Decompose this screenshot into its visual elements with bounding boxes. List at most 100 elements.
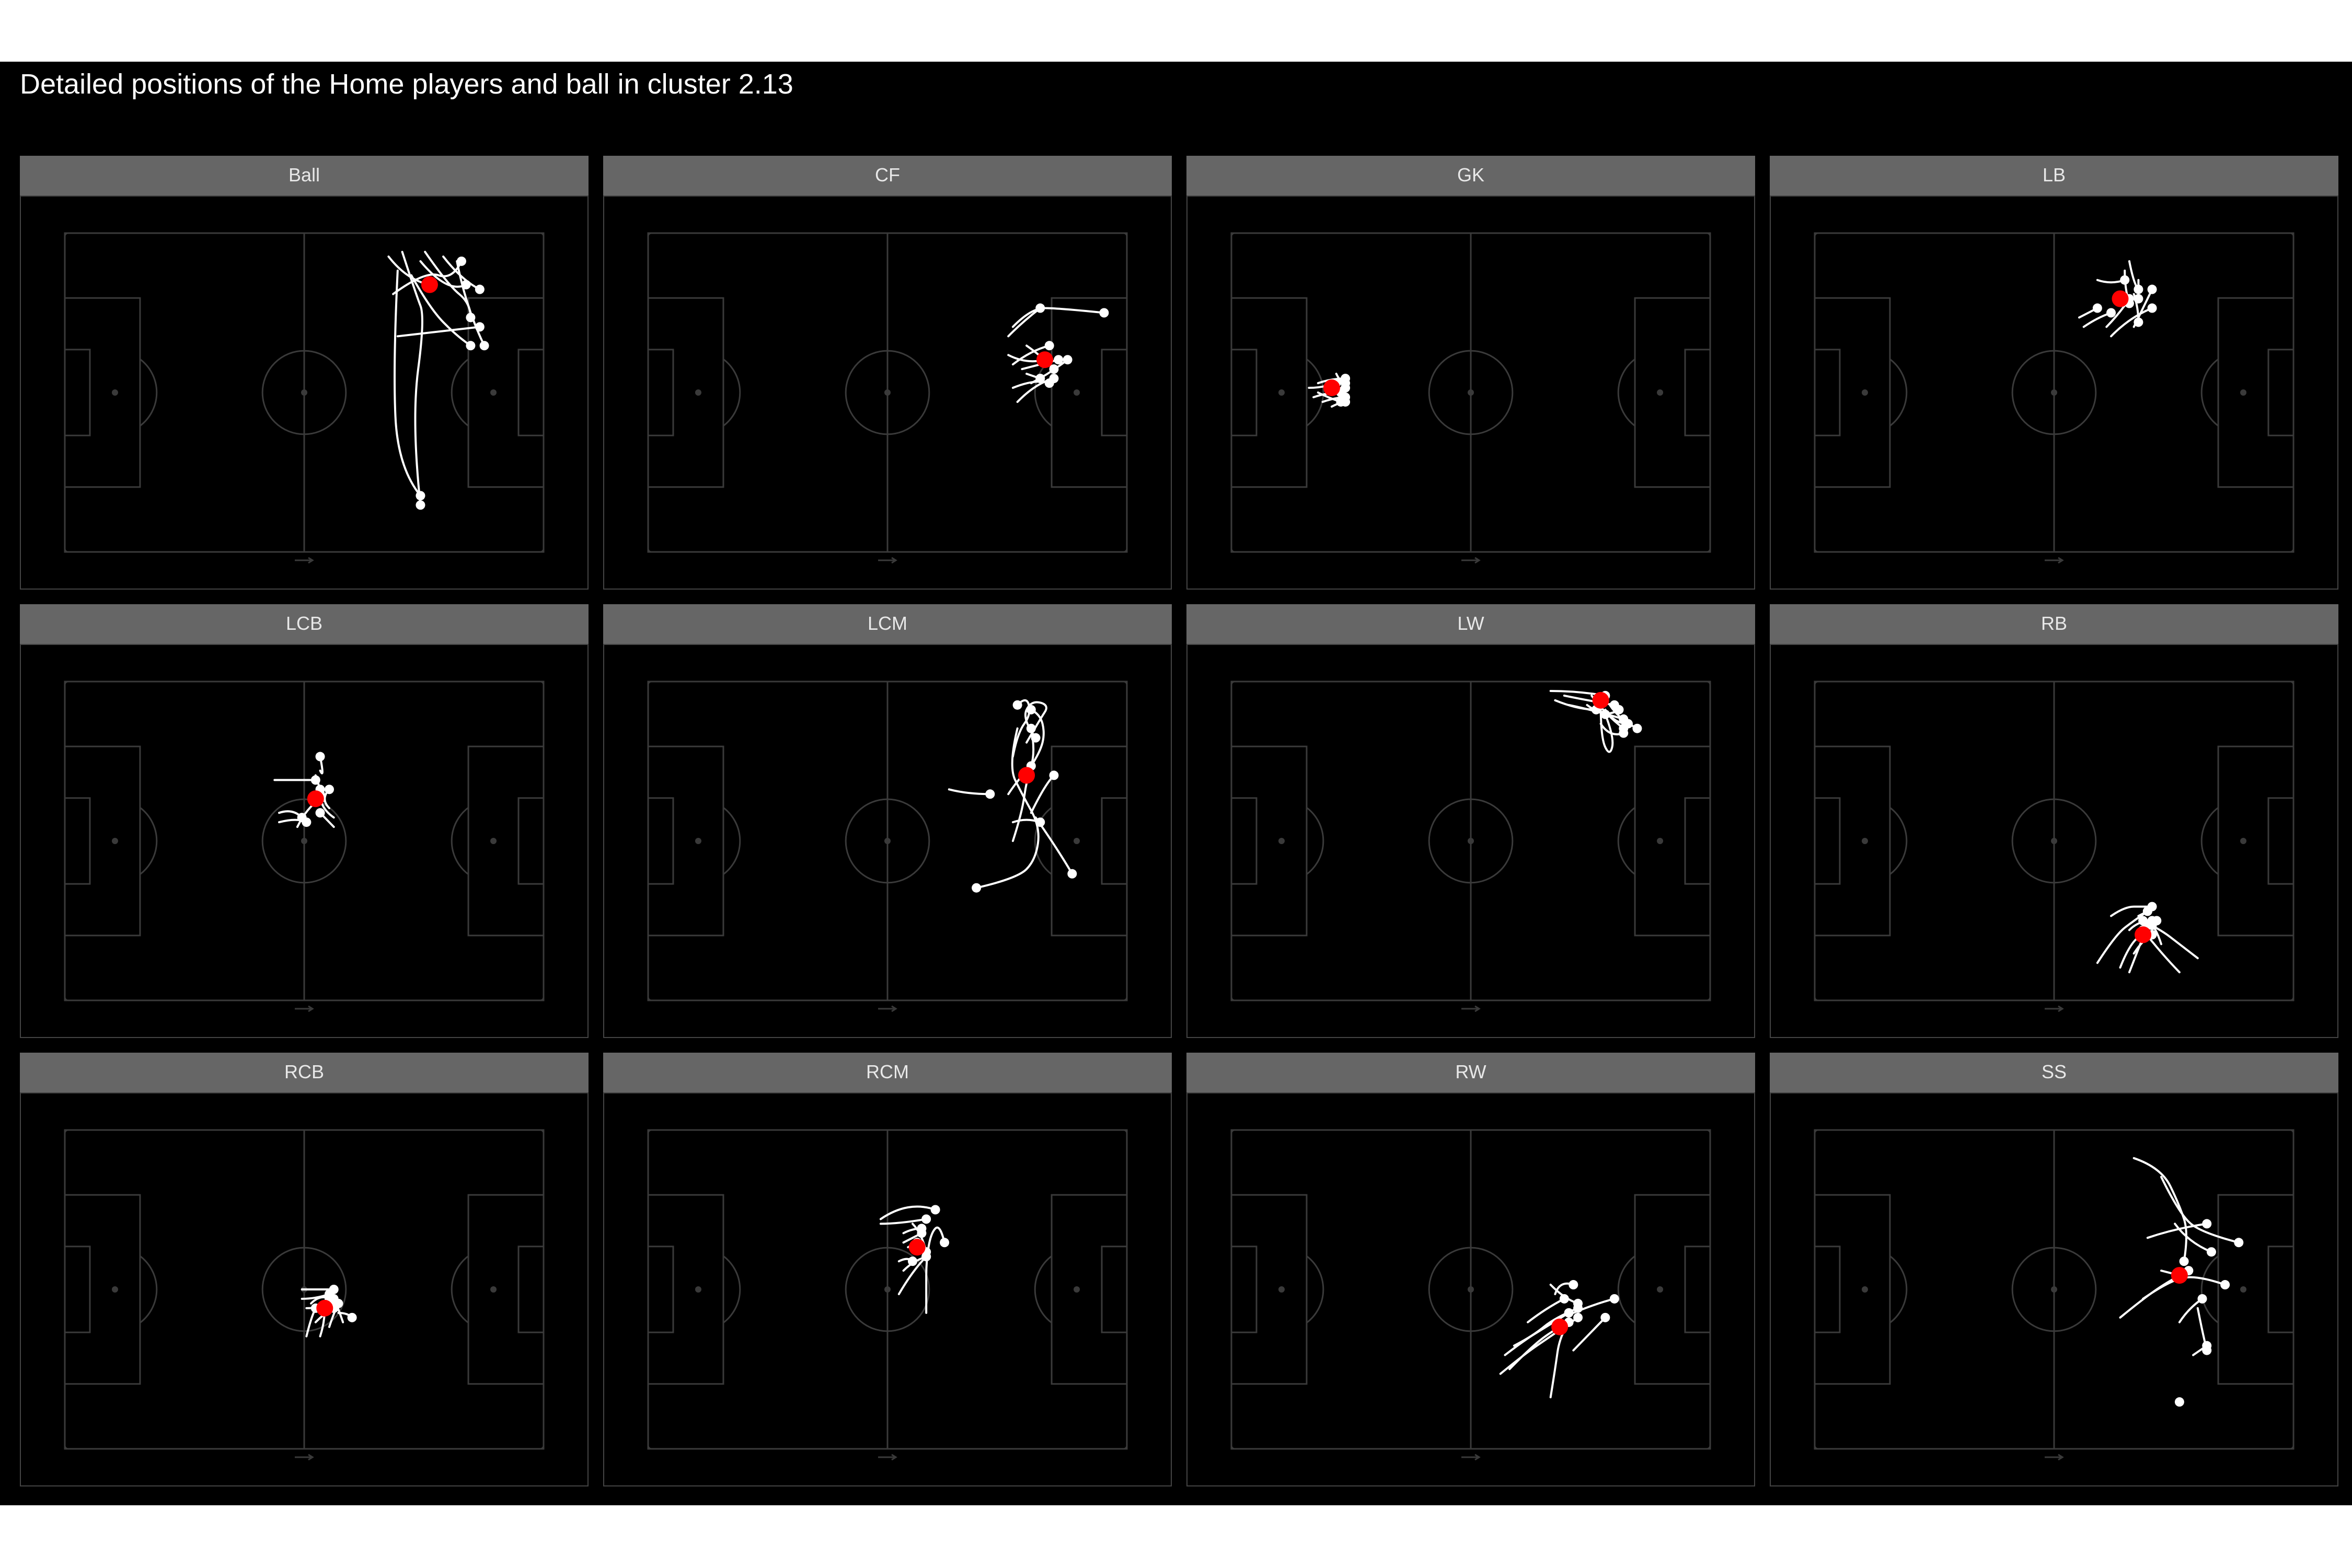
tracks [948,699,1077,893]
panel-border [1770,644,2338,1038]
trajectory-line [1011,307,1105,328]
mean-position-point [421,276,438,293]
corner-arc [647,1129,652,1134]
mean-position-point [1592,691,1609,709]
trajectory-end-point [479,341,489,351]
trajectory-end-point [1067,869,1077,879]
trajectory-line [948,788,991,795]
mean-position-point [307,790,324,808]
panel-rcm: RCM [603,1053,1172,1486]
right-penalty-spot [1074,1286,1080,1293]
panel-label: RW [1455,1061,1486,1082]
trajectory-end-point [1035,817,1045,827]
trajectory-end-point [2202,1341,2212,1351]
corner-arc [1230,1445,1235,1450]
left-penalty-arc [140,359,158,426]
tracks [1499,1280,1619,1399]
trajectory-line [424,250,472,319]
panel-label: RCM [866,1061,909,1082]
corner-arc [64,681,68,685]
left-penalty-box [1230,745,1308,937]
tracks [1007,303,1109,403]
attack-direction-arrowhead [2058,1454,2064,1461]
left-penalty-spot [695,838,701,844]
corner-arc [647,681,652,685]
corner-arc [64,232,68,237]
trajectory-end-point [1573,1312,1583,1322]
trajectory-end-point [2147,916,2157,926]
chart-title: Detailed positions of the Home players a… [20,68,793,100]
corner-arc [1123,681,1128,685]
left-goal-box [1230,797,1258,885]
right-penalty-spot [2240,838,2247,844]
trajectory-end-point [2134,294,2143,304]
centre-spot [301,389,307,396]
corner-arc [1814,232,1818,237]
panel-border [1770,1092,2338,1486]
trajectory-end-point [1054,355,1064,365]
right-goal-box [1684,1246,1711,1333]
corner-arc [1230,1129,1235,1134]
left-penalty-spot [1278,389,1285,396]
pitch-markings [64,1129,545,1461]
left-penalty-box [64,745,141,937]
left-penalty-arc [140,807,158,875]
tracks [879,1205,950,1314]
corner-arc [1230,997,1235,1001]
left-goal-box [1230,1246,1258,1333]
trajectory-line [1513,1307,1579,1347]
pitch-markings [1814,232,2295,564]
panel-border [20,195,589,590]
trajectory-end-point [324,785,334,794]
left-goal-box [1814,349,1841,436]
trajectory-end-point [2092,303,2102,313]
left-penalty-spot [111,389,118,396]
trajectory-line [2146,1223,2208,1239]
pitch-markings [1230,1129,1711,1461]
left-penalty-box [1814,745,1891,937]
corner-arc [64,1445,68,1450]
left-penalty-box [1230,1194,1308,1385]
left-goal-box [647,1246,674,1333]
trajectory-end-point [1609,1294,1619,1304]
trajectory-end-point [2234,1238,2244,1248]
right-penalty-box [467,1194,545,1385]
left-penalty-spot [1861,1286,1868,1293]
mean-position-point [316,1299,333,1317]
mean-position-point [1018,767,1035,784]
left-goal-box [1814,797,1841,885]
trajectory-end-point [1026,705,1036,714]
trajectory-end-point [940,1238,950,1248]
panel-label: LCM [868,613,907,634]
panel-ball: Ball [20,156,589,590]
trajectory-line [2110,307,2153,338]
panel-border [1770,195,2338,590]
panel-border [1186,644,1755,1038]
corner-arc [2290,681,2295,685]
centre-spot [2051,1286,2057,1293]
centre-spot [1468,389,1474,396]
trajectory-line [394,269,422,497]
left-penalty-box [647,1194,724,1385]
left-goal-box [64,1246,91,1333]
trajectory-line [1007,307,1042,338]
right-penalty-box [2217,745,2295,937]
right-penalty-box [1051,1194,1128,1385]
centre-spot [1468,838,1474,844]
right-goal-box [517,1246,545,1333]
centre-circle [1428,1247,1514,1332]
trajectory-line [925,1226,946,1314]
corner-arc [1230,232,1235,237]
left-penalty-box [647,297,724,488]
corner-arc [1814,1445,1818,1450]
corner-arc [1707,681,1711,685]
pitch-markings [64,232,545,564]
pitch-markings [1814,1129,2295,1461]
corner-arc [647,997,652,1001]
trajectory-line [410,274,472,347]
panel-cf: CF [603,156,1172,590]
trajectory-line [2096,910,2149,964]
trajectory-end-point [416,500,425,510]
trajectory-end-point [1632,723,1642,733]
